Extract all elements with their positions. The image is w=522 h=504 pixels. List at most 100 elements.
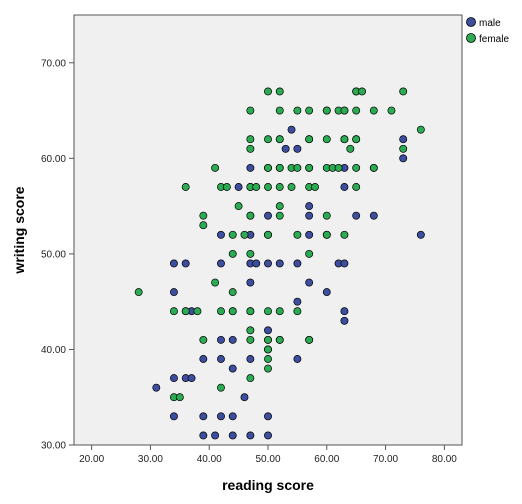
data-point-female xyxy=(246,135,255,144)
data-point-male xyxy=(340,183,349,191)
data-point-female xyxy=(252,183,261,191)
data-point-male xyxy=(399,135,408,144)
x-tick-label: 70.00 xyxy=(373,454,398,465)
data-point-female xyxy=(246,106,255,115)
data-point-female xyxy=(246,326,255,335)
data-point-female xyxy=(275,335,284,344)
data-point-female xyxy=(181,307,190,316)
data-point-male xyxy=(217,259,225,268)
data-point-male xyxy=(228,364,237,373)
data-point-male xyxy=(340,307,349,316)
data-point-male xyxy=(169,259,178,268)
data-point-female xyxy=(293,230,302,239)
data-point-male xyxy=(264,211,272,220)
data-point-male xyxy=(293,259,302,268)
data-point-female xyxy=(275,163,284,172)
data-point-male xyxy=(228,412,237,421)
data-point-female xyxy=(322,211,331,220)
data-point-female xyxy=(322,135,331,144)
data-point-female xyxy=(322,106,331,115)
data-point-male xyxy=(187,374,196,383)
data-point-male xyxy=(369,211,378,220)
data-point-female xyxy=(228,288,237,297)
data-point-female xyxy=(246,249,255,258)
data-point-male xyxy=(199,431,208,440)
legend-label-female: female xyxy=(479,34,509,45)
data-point-female xyxy=(199,211,208,220)
data-point-female xyxy=(264,135,272,144)
y-tick-label: 50.00 xyxy=(41,249,66,260)
data-point-male xyxy=(322,288,331,297)
data-point-female xyxy=(334,163,343,172)
data-point-male xyxy=(293,297,302,306)
data-points xyxy=(134,87,425,440)
data-point-male xyxy=(293,355,302,363)
data-point-male xyxy=(246,431,255,440)
data-point-male xyxy=(228,431,237,440)
data-point-male xyxy=(199,355,208,363)
data-point-female xyxy=(181,183,190,191)
data-point-female xyxy=(293,307,302,316)
data-point-male xyxy=(252,259,261,268)
data-point-female xyxy=(352,135,361,144)
legend-marker-male xyxy=(466,17,476,27)
data-point-male xyxy=(211,431,220,440)
data-point-male xyxy=(152,383,161,392)
data-point-female xyxy=(169,307,178,316)
y-axis-ticks: 30.00 40.00 50.00 60.00 70.00 xyxy=(41,58,74,452)
data-point-male xyxy=(217,335,225,344)
data-point-male xyxy=(305,278,314,287)
data-point-male xyxy=(240,393,249,402)
data-point-female xyxy=(293,163,302,172)
data-point-male xyxy=(181,259,190,268)
data-point-female xyxy=(264,355,272,363)
data-point-female xyxy=(305,106,314,115)
data-point-female xyxy=(246,307,255,316)
data-point-female xyxy=(352,163,361,172)
data-point-female xyxy=(322,230,331,239)
data-point-female xyxy=(264,364,272,373)
data-point-male xyxy=(293,144,302,153)
data-point-male xyxy=(305,202,314,211)
legend-marker-female xyxy=(466,33,476,43)
data-point-female xyxy=(305,335,314,344)
data-point-female xyxy=(275,106,284,115)
plot-area xyxy=(73,14,463,446)
data-point-female xyxy=(287,183,296,191)
data-point-female xyxy=(264,345,272,354)
data-point-female xyxy=(305,163,314,172)
x-tick-label: 40.00 xyxy=(197,454,222,465)
data-point-female xyxy=(293,106,302,115)
data-point-female xyxy=(199,335,208,344)
data-point-female xyxy=(246,335,255,344)
y-tick-label: 40.00 xyxy=(41,345,66,356)
data-point-male xyxy=(305,211,314,220)
data-point-female xyxy=(340,135,349,144)
data-point-female xyxy=(264,307,272,316)
legend-label-male: male xyxy=(479,18,501,29)
data-point-female xyxy=(416,125,425,134)
data-point-female xyxy=(228,230,237,239)
y-axis-title: writing score xyxy=(11,186,27,274)
data-point-female xyxy=(275,183,284,191)
x-tick-label: 80.00 xyxy=(432,454,457,465)
x-tick-label: 50.00 xyxy=(255,454,280,465)
data-point-female xyxy=(217,383,225,392)
data-point-female xyxy=(275,135,284,144)
data-point-female xyxy=(340,106,349,115)
data-point-female xyxy=(264,87,272,96)
data-point-female xyxy=(246,144,255,153)
data-point-male xyxy=(340,259,349,268)
data-point-female xyxy=(211,278,220,287)
data-point-male xyxy=(264,431,272,440)
data-point-male xyxy=(169,374,178,383)
data-point-female xyxy=(175,393,184,402)
data-point-female xyxy=(346,144,355,153)
data-point-male xyxy=(199,412,208,421)
data-point-female xyxy=(305,249,314,258)
y-tick-label: 30.00 xyxy=(41,441,66,452)
data-point-female xyxy=(222,183,231,191)
data-point-female xyxy=(264,335,272,344)
data-point-male xyxy=(217,355,225,363)
